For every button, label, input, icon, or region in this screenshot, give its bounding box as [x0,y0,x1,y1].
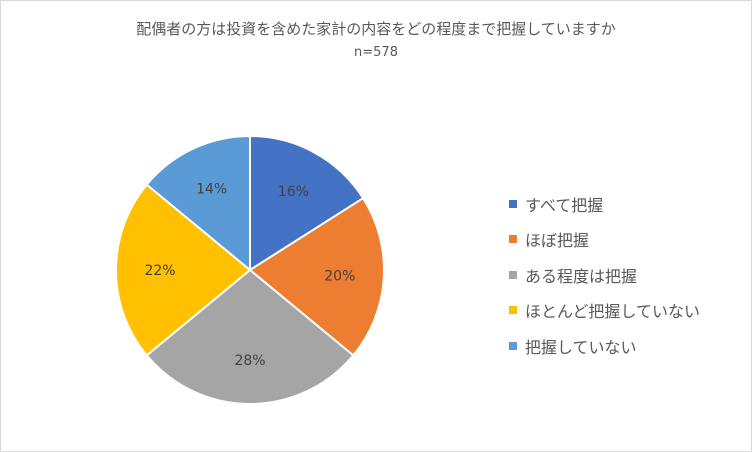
legend-label: すべて把握 [525,195,604,215]
data-label-1: 16% [278,184,309,200]
legend-item-4: ほとんど把握していない [509,293,700,329]
pie-slices [115,135,385,405]
legend-label: ほぼ把握 [525,231,590,251]
pie-slice-3 [145,269,355,405]
data-label-2: 20% [324,269,355,285]
chart-subtitle: n=578 [354,45,398,60]
legend-label: ほとんど把握していない [525,302,701,322]
legend-item-2: ほぼ把握 [509,222,700,258]
legend-label: ある程度は把握 [525,266,638,286]
chart-legend: すべて把握ほぼ把握ある程度は把握ほとんど把握していない 把握していない [509,186,700,364]
pie-slice-4 [115,183,251,357]
legend-item-5: 把握していない [509,328,700,364]
legend-swatch-icon [509,235,517,244]
pie-data-labels: 16% 20% 28% 22% 14% [144,182,355,369]
data-label-4: 22% [144,263,175,279]
pie-slice-5 [145,135,251,271]
legend-item-3: ある程度は把握 [509,257,700,293]
pie-slice-2 [249,197,385,357]
legend-swatch-icon [509,306,517,315]
legend-item-1: すべて把握 [509,186,700,222]
legend-label: 把握していない [525,337,637,357]
legend-swatch-icon [509,270,517,279]
legend-swatch-icon [509,341,517,350]
data-label-3: 28% [234,353,265,369]
pie-slice-1 [249,135,365,271]
chart-title: 配偶者の方は投資を含めた家計の内容をどの程度まで把握していますか [136,20,616,38]
data-label-5: 14% [196,182,227,198]
legend-swatch-icon [509,199,517,208]
